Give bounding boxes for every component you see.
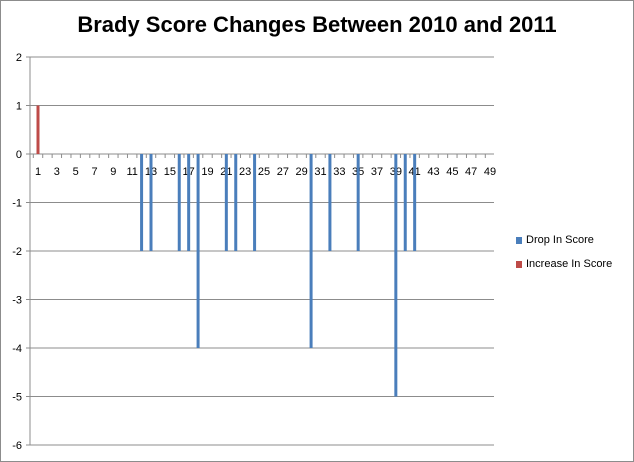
- y-tick-label: -1: [12, 198, 22, 210]
- bar-drop: [234, 154, 238, 251]
- x-tick-label: 15: [164, 166, 176, 178]
- bar-drop: [328, 154, 332, 251]
- legend-item-increase: Increase In Score: [516, 252, 612, 276]
- y-tick-label: -2: [12, 246, 22, 258]
- legend-item-drop: Drop In Score: [516, 228, 612, 252]
- legend: Drop In Score Increase In Score: [516, 228, 612, 276]
- y-tick-label: -5: [12, 392, 22, 404]
- x-tick-label: 7: [91, 166, 97, 178]
- bar-drop: [309, 154, 313, 348]
- bar-drop: [140, 154, 144, 251]
- chart-title: Brady Score Changes Between 2010 and 201…: [77, 12, 557, 37]
- x-tick-label: 5: [73, 166, 79, 178]
- x-tick-label: 23: [239, 166, 251, 178]
- x-tick-label: 11: [126, 166, 137, 178]
- x-tick-label: 31: [314, 166, 326, 178]
- x-tick-label: 9: [110, 166, 116, 178]
- bar-drop: [394, 154, 398, 397]
- bar-drop: [224, 154, 228, 251]
- bar-drop: [196, 154, 200, 348]
- x-tick-label: 19: [201, 166, 213, 178]
- x-tick-label: 45: [446, 166, 458, 178]
- x-tick-label: 33: [333, 166, 345, 178]
- x-tick-label: 3: [54, 166, 60, 178]
- x-tick-label: 29: [296, 166, 308, 178]
- bar-drop: [177, 154, 181, 251]
- bar-drop: [356, 154, 360, 251]
- legend-label-increase: Increase In Score: [526, 258, 613, 270]
- legend-swatch-increase: [516, 260, 522, 268]
- bar-drop: [187, 154, 191, 251]
- x-tick-label: 49: [484, 166, 496, 178]
- x-tick-label: 1: [35, 166, 41, 178]
- y-tick-label: -4: [12, 343, 22, 355]
- x-tick-label: 27: [277, 166, 289, 178]
- bar-drop: [403, 154, 407, 251]
- y-tick-label: -3: [12, 295, 22, 307]
- bar-increase: [36, 105, 40, 154]
- legend-swatch-drop: [516, 236, 522, 244]
- x-tick-label: 37: [371, 166, 383, 178]
- y-tick-label: 1: [16, 101, 22, 113]
- y-tick-label: 2: [16, 52, 22, 64]
- x-tick-label: 47: [465, 166, 477, 178]
- x-tick-label: 25: [258, 166, 270, 178]
- bar-drop: [149, 154, 153, 251]
- legend-label-drop: Drop In Score: [526, 234, 594, 246]
- x-tick-label: 43: [427, 166, 439, 178]
- y-tick-label: -6: [12, 440, 22, 452]
- bar-drop: [253, 154, 257, 251]
- bar-drop: [413, 154, 417, 251]
- y-tick-label: 0: [16, 149, 22, 161]
